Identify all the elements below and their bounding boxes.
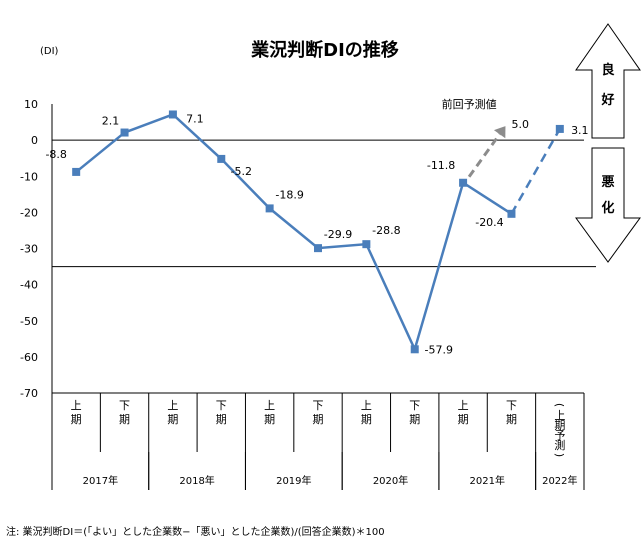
bad-indicator: 悪 化	[575, 147, 641, 263]
data-point	[459, 178, 468, 187]
bad-label-1: 悪	[601, 175, 614, 190]
y-axis: 10 0 -10 -20 -30 -40 -50 -60 -70	[20, 98, 53, 490]
data-label: -20.4	[475, 216, 503, 229]
data-point	[314, 244, 322, 253]
data-point	[555, 124, 564, 133]
previous-forecast-label: 前回予測値	[442, 97, 497, 111]
y-tick-label: -10	[20, 170, 38, 183]
previous-forecast-arrowhead	[493, 126, 506, 139]
data-point	[72, 167, 81, 176]
data-point	[410, 345, 419, 354]
x-tick-label: 下	[119, 399, 130, 412]
y-tick-label: -40	[20, 279, 38, 292]
x-tick-label: 期	[71, 413, 82, 426]
data-point	[120, 128, 129, 137]
good-label-2: 好	[600, 92, 614, 108]
previous-forecast-value: 5.0	[511, 118, 529, 131]
x-tick-label: 上	[458, 399, 469, 412]
x-tick-label: 期	[458, 413, 469, 426]
year-label: 2022年	[542, 474, 577, 487]
y-tick-label: -50	[20, 315, 38, 328]
data-labels: -8.8 2.1 7.1 -5.2 -18.9 -29.9 -28.8 -57.9 -11.8 -…	[45, 112, 588, 356]
y-tick-label: 10	[24, 98, 38, 111]
x-tick-label: 期	[216, 413, 227, 426]
up-arrow-icon	[575, 23, 641, 139]
good-label-1: 良	[601, 62, 614, 78]
y-tick-label: -70	[20, 387, 38, 400]
data-label: 3.1	[571, 124, 589, 137]
footnote: 注: 業況判断DI＝(「よい」とした企業数−「悪い」とした企業数)/(回答企業数…	[6, 525, 385, 538]
x-tick-label: 上	[167, 399, 178, 412]
chart-title: 業況判断DIの推移	[250, 39, 399, 61]
x-tick-label: 期	[409, 413, 420, 426]
x-tick-label: 期	[167, 413, 178, 426]
previous-forecast-arrow-line	[467, 133, 501, 178]
y-tick-label: -30	[20, 243, 38, 256]
x-tick-label: 期	[506, 413, 517, 426]
data-point	[507, 209, 516, 218]
x-tick-label: 下	[313, 399, 324, 412]
data-label: -29.9	[324, 228, 352, 241]
x-tick-label: 測	[554, 438, 565, 452]
series-layer	[75, 113, 561, 353]
x-tick-label: 下	[216, 399, 227, 412]
data-label: 2.1	[102, 115, 120, 128]
data-marks	[72, 110, 564, 354]
x-tick-label: 上	[361, 399, 372, 412]
down-arrow-icon	[575, 147, 641, 263]
y-tick-label: -20	[20, 206, 38, 219]
series-actual-line	[75, 113, 513, 353]
x-tick-label: 期	[554, 419, 565, 432]
unit-label: (DI)	[40, 46, 59, 57]
year-label: 2021年	[470, 474, 505, 487]
x-tick-label: 期	[264, 413, 275, 426]
year-label: 2019年	[276, 474, 311, 487]
year-label: 2020年	[373, 474, 408, 487]
x-tick-label: 下	[506, 399, 517, 412]
previous-forecast: 前回予測値 5.0	[442, 97, 529, 178]
x-tick-label: 上	[71, 399, 82, 412]
data-label: 7.1	[186, 112, 204, 125]
data-label: -57.9	[424, 343, 452, 356]
data-label: -8.8	[45, 148, 66, 161]
series-forecast-line	[510, 128, 561, 215]
x-tick-label: )	[553, 453, 566, 457]
y-tick-label: -60	[20, 351, 38, 364]
data-point	[168, 110, 177, 119]
x-tick-label: 期	[313, 413, 324, 426]
data-label: -5.2	[231, 165, 252, 178]
data-label: -18.9	[275, 188, 303, 201]
data-label: -11.8	[427, 159, 455, 172]
good-indicator: 良 好	[575, 23, 641, 139]
bad-label-2: 化	[601, 200, 614, 216]
year-label: 2017年	[83, 474, 118, 487]
year-label: 2018年	[179, 474, 214, 487]
x-tick-label: 予	[554, 429, 565, 442]
x-tick-label: 上	[264, 399, 275, 412]
x-tick-label: 下	[409, 399, 420, 412]
data-point	[362, 240, 371, 249]
x-tick-label: 上	[554, 409, 565, 422]
x-tick-label: (	[553, 403, 566, 407]
x-tick-label: 期	[119, 413, 130, 426]
data-point	[217, 154, 226, 163]
y-tick-label: 0	[31, 134, 38, 147]
x-tick-label: 期	[361, 413, 372, 426]
data-point	[265, 204, 274, 213]
data-label: -28.8	[372, 224, 400, 237]
